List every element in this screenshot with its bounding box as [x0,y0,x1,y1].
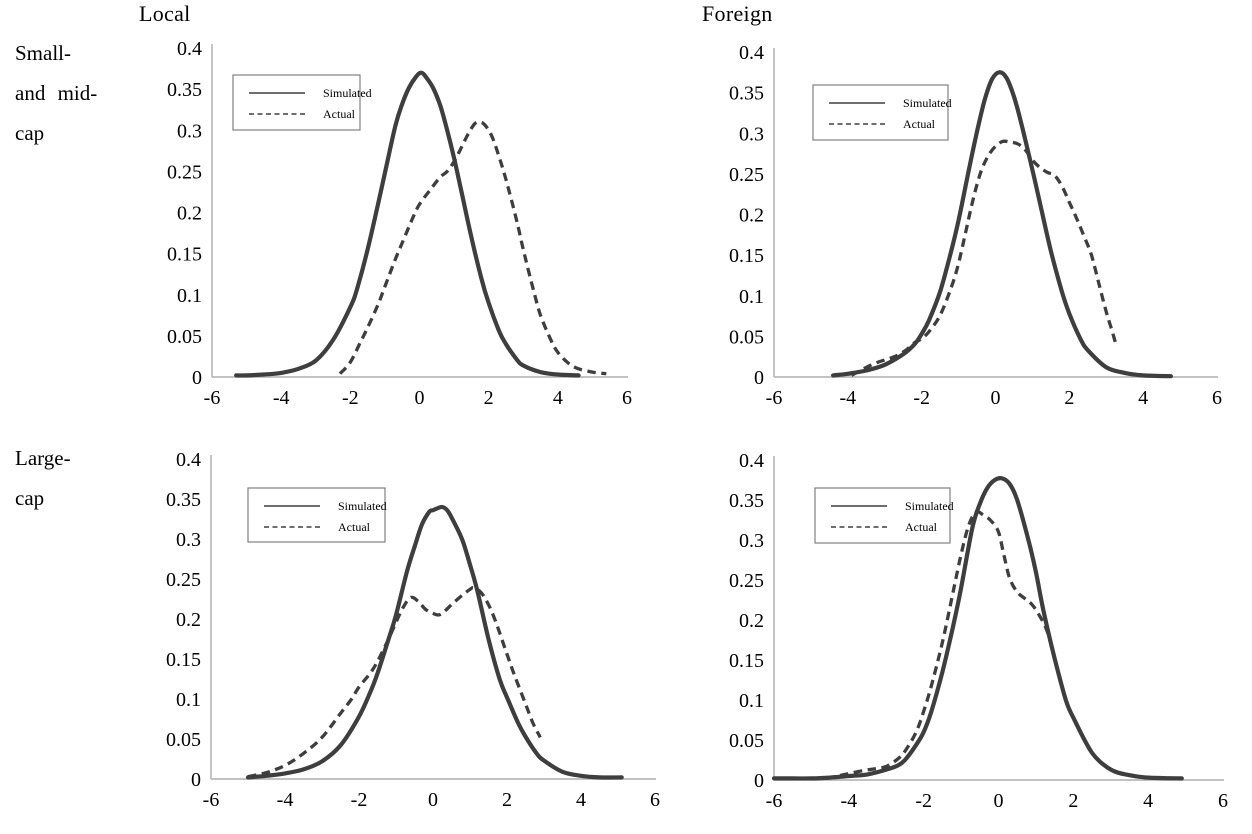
legend-actual-label: Actual [323,107,356,121]
x-tick-label: 2 [1068,790,1078,812]
actual-curve [850,139,1118,377]
x-tick-label: -2 [342,387,359,409]
x-tick-label: 2 [502,789,512,811]
y-tick-label: 0 [191,769,201,791]
column-title-local: Local [139,1,191,26]
column-title-foreign: Foreign [702,1,773,26]
x-tick-label: 0 [428,789,438,811]
y-tick-label: 0.3 [176,529,201,551]
row-label-line: Large- [15,446,71,470]
y-tick-label: 0.15 [167,244,202,266]
row-label-line: cap [15,486,45,510]
x-tick-label: -2 [351,789,368,811]
x-tick-label: -6 [766,387,783,409]
y-tick-label: 0.15 [166,649,201,671]
row-label-line: cap [15,121,45,145]
legend-simulated-label: Simulated [905,499,954,513]
y-tick-label: 0.3 [177,120,202,142]
x-tick-label: 4 [576,789,586,811]
row-label-small-and-mid-cap: Small- and mid- cap [15,33,97,153]
x-tick-label: -4 [839,387,856,409]
y-tick-label: 0.05 [729,730,764,752]
simulated-curve [831,70,1173,379]
y-tick-label: 0.3 [739,530,764,552]
y-tick-label: 0.05 [729,326,764,348]
y-tick-label: 0.25 [166,569,201,591]
simulated-curve [245,504,624,780]
x-tick-label: -4 [840,790,857,812]
legend-simulated-label: Simulated [338,499,387,513]
y-tick-label: 0 [754,367,764,389]
x-tick-label: 6 [1212,387,1222,409]
legend-simulated-label: Simulated [903,96,952,110]
x-tick-label: -2 [913,387,930,409]
legend-box [247,487,386,543]
y-tick-label: 0.2 [177,203,202,225]
chart-panel-small-mid-cap-local: 0 0.05 0.1 0.15 0.2 0.25 0.3 0.35 0.4 -6 -4 -2 0 2 4 6 S… [167,38,632,409]
y-tick-label: 0.25 [729,164,764,186]
x-tick-label: 6 [1218,790,1228,812]
y-tick-label: 0.2 [176,609,201,631]
x-tick-label: 2 [1064,387,1074,409]
y-tick-label: 0.25 [167,161,202,183]
y-tick-label: 0.4 [177,38,202,60]
x-tick-label: 0 [415,387,425,409]
x-tick-label: -6 [766,790,783,812]
legend-box [232,74,361,131]
x-tick-label: 0 [994,790,1004,812]
y-tick-label: 0.05 [167,326,202,348]
y-tick-label: 0.15 [729,245,764,267]
legend-simulated-label: Simulated [323,86,372,100]
x-tick-label: 4 [1138,387,1148,409]
y-tick-label: 0.3 [739,123,764,145]
actual-curve [826,509,1179,781]
y-tick-label: 0.35 [729,490,764,512]
y-tick-label: 0.35 [167,79,202,101]
actual-curve [338,120,607,376]
y-tick-label: 0.2 [739,610,764,632]
chart-panel-large-cap-foreign: 0 0.05 0.1 0.15 0.2 0.25 0.3 0.35 0.4 -6 -4 -2 0 2 4 6 S… [729,450,1228,812]
row-label-line: Small- [15,41,71,65]
x-tick-label: 4 [1143,790,1153,812]
simulated-curve [234,70,581,378]
x-tick-label: -2 [915,790,932,812]
x-tick-label: 6 [650,789,660,811]
row-label-line: and mid- [15,81,98,105]
x-tick-label: -4 [277,789,294,811]
y-tick-label: 0.4 [176,449,201,471]
legend-actual-label: Actual [903,117,936,131]
actual-curve [247,586,542,779]
x-tick-label: 2 [484,387,494,409]
x-tick-label: 4 [553,387,563,409]
x-tick-label: -4 [273,387,290,409]
y-tick-label: 0.2 [739,205,764,227]
legend-box [814,487,951,544]
chart-panel-large-cap-local: 0 0.05 0.1 0.15 0.2 0.25 0.3 0.35 0.4 -6 -4 -2 0 2 4 6 S… [166,449,660,811]
y-tick-label: 0 [192,367,202,389]
y-tick-label: 0.1 [177,285,202,307]
chart-panel-small-mid-cap-foreign: 0 0.05 0.1 0.15 0.2 0.25 0.3 0.35 0.4 -6 -4 -2 0 2 4 6 S… [729,42,1222,409]
x-tick-label: 0 [991,387,1001,409]
y-tick-label: 0.4 [739,450,764,472]
y-tick-label: 0.1 [739,286,764,308]
row-label-large-cap: Large- cap [15,438,71,518]
x-tick-label: 6 [622,387,632,409]
y-tick-label: 0.1 [176,689,201,711]
x-tick-label: -6 [203,789,220,811]
legend-actual-label: Actual [905,520,938,534]
x-tick-label: -6 [204,387,221,409]
y-tick-label: 0.35 [729,83,764,105]
y-tick-label: 0.05 [166,729,201,751]
y-tick-label: 0.15 [729,650,764,672]
y-tick-label: 0.4 [739,42,764,64]
legend-actual-label: Actual [338,520,371,534]
y-tick-label: 0.35 [166,489,201,511]
y-tick-label: 0.25 [729,570,764,592]
y-tick-label: 0.1 [739,690,764,712]
legend-box [812,84,949,141]
y-tick-label: 0 [754,770,764,792]
